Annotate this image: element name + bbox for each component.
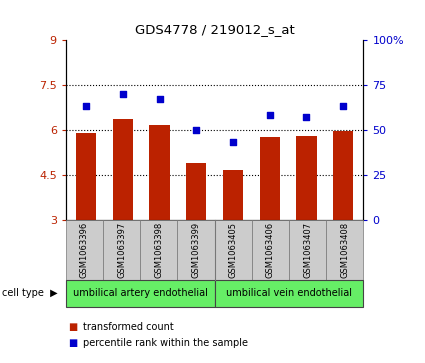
Point <box>340 103 346 109</box>
Point <box>303 114 310 120</box>
Text: GSM1063405: GSM1063405 <box>229 221 238 278</box>
Text: GSM1063396: GSM1063396 <box>80 221 89 278</box>
Bar <box>223 170 243 220</box>
Bar <box>113 119 133 220</box>
Text: GSM1063397: GSM1063397 <box>117 221 126 278</box>
Point <box>83 103 90 109</box>
Bar <box>76 133 96 220</box>
Point <box>156 96 163 102</box>
Text: GSM1063399: GSM1063399 <box>192 221 201 278</box>
Point <box>193 127 200 132</box>
Title: GDS4778 / 219012_s_at: GDS4778 / 219012_s_at <box>135 23 295 36</box>
Text: umbilical vein endothelial: umbilical vein endothelial <box>226 288 352 298</box>
Point <box>266 113 273 118</box>
Text: ■: ■ <box>68 338 77 348</box>
Text: ■: ■ <box>68 322 77 332</box>
Text: GSM1063398: GSM1063398 <box>154 221 163 278</box>
Text: GSM1063407: GSM1063407 <box>303 221 312 278</box>
Text: percentile rank within the sample: percentile rank within the sample <box>83 338 248 348</box>
Text: cell type  ▶: cell type ▶ <box>2 288 58 298</box>
Bar <box>333 131 353 220</box>
Text: transformed count: transformed count <box>83 322 174 332</box>
Text: GSM1063406: GSM1063406 <box>266 221 275 278</box>
Bar <box>150 125 170 220</box>
Text: umbilical artery endothelial: umbilical artery endothelial <box>73 288 208 298</box>
Bar <box>260 137 280 220</box>
Text: GSM1063408: GSM1063408 <box>340 221 349 278</box>
Point <box>230 139 236 145</box>
Bar <box>186 163 207 220</box>
Point <box>119 91 126 97</box>
Bar <box>296 136 317 220</box>
